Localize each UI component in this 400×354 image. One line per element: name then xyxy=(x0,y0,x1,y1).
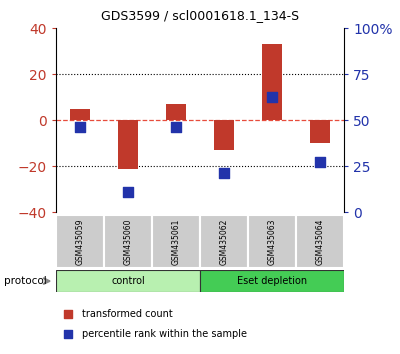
Bar xyxy=(166,104,186,120)
FancyBboxPatch shape xyxy=(248,215,296,268)
Text: percentile rank within the sample: percentile rank within the sample xyxy=(82,329,247,339)
FancyBboxPatch shape xyxy=(152,215,200,268)
FancyBboxPatch shape xyxy=(200,215,248,268)
Bar xyxy=(118,120,138,169)
Point xyxy=(77,125,83,130)
Text: GSM435064: GSM435064 xyxy=(316,218,324,265)
Text: GSM435060: GSM435060 xyxy=(124,218,132,265)
FancyBboxPatch shape xyxy=(56,270,200,292)
FancyBboxPatch shape xyxy=(56,215,104,268)
Point xyxy=(125,189,131,195)
Text: transformed count: transformed count xyxy=(82,309,173,319)
Bar xyxy=(262,45,282,120)
Text: GSM435063: GSM435063 xyxy=(268,218,276,265)
FancyBboxPatch shape xyxy=(104,215,152,268)
Text: protocol: protocol xyxy=(4,276,47,286)
FancyBboxPatch shape xyxy=(296,215,344,268)
Bar xyxy=(310,120,330,143)
Point xyxy=(317,159,323,165)
Text: Eset depletion: Eset depletion xyxy=(237,276,307,286)
Bar xyxy=(70,109,90,120)
Text: control: control xyxy=(111,276,145,286)
Point xyxy=(64,311,71,316)
Point xyxy=(221,171,227,176)
Point xyxy=(173,125,179,130)
Point xyxy=(269,95,275,100)
Text: GDS3599 / scl0001618.1_134-S: GDS3599 / scl0001618.1_134-S xyxy=(101,9,299,22)
Text: GSM435062: GSM435062 xyxy=(220,218,228,265)
Text: GSM435061: GSM435061 xyxy=(172,218,180,265)
Text: GSM435059: GSM435059 xyxy=(76,218,84,265)
FancyBboxPatch shape xyxy=(200,270,344,292)
Bar xyxy=(214,120,234,150)
Point xyxy=(64,331,71,337)
